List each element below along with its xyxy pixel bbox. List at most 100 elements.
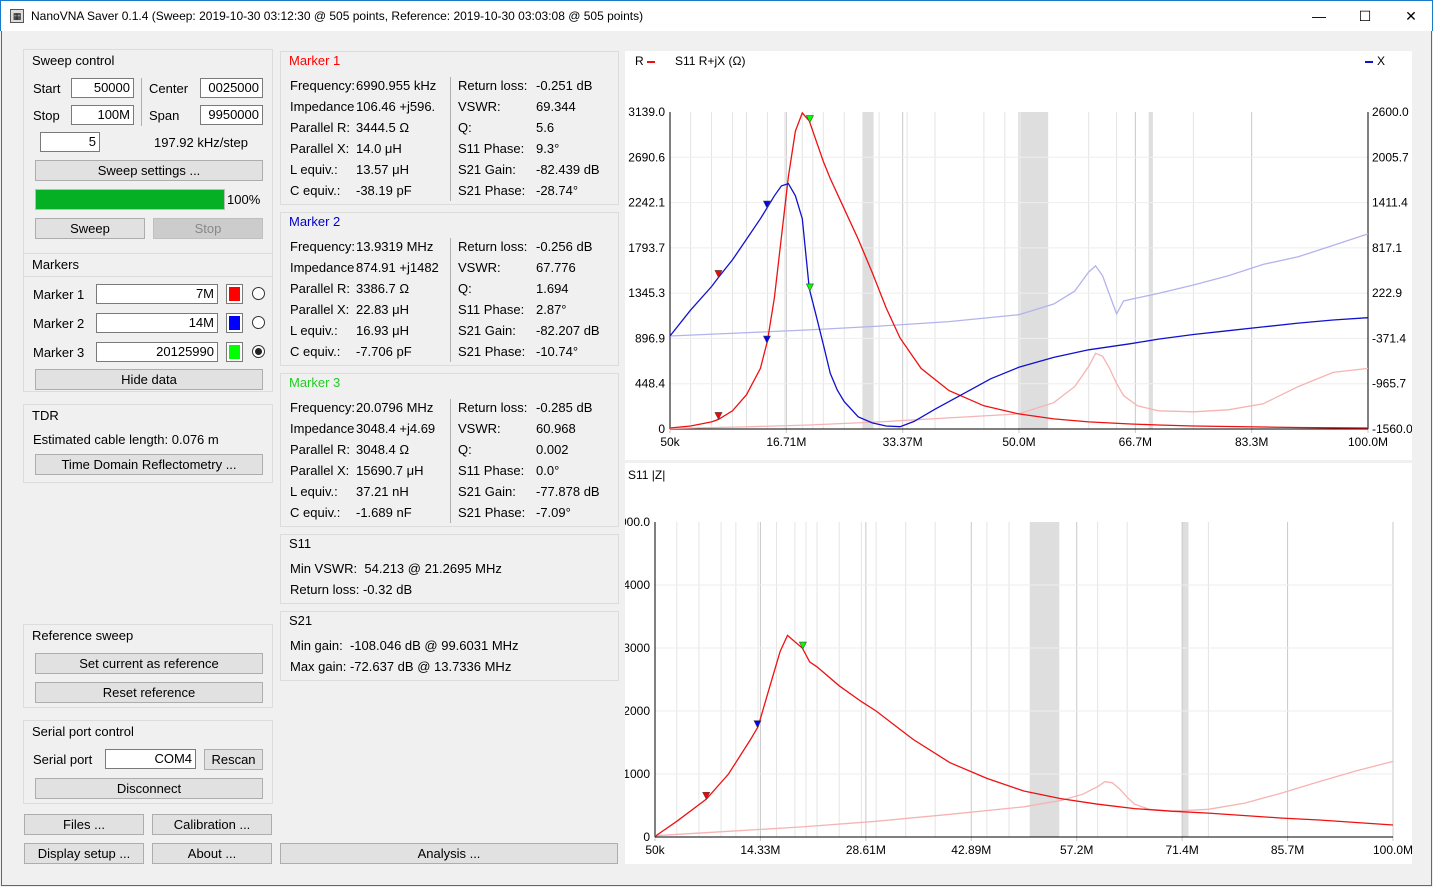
sweep-button[interactable]: Sweep (35, 218, 145, 239)
m2-s21-gain-value: -82.207 dB (536, 323, 600, 338)
y-tick-label: 0 (643, 830, 650, 844)
center-input[interactable]: 0025000 (200, 78, 263, 98)
series-x (669, 182, 1369, 428)
marker-2-triangle-icon (753, 720, 762, 729)
m2-c-equiv-value: -7.706 pF (356, 344, 412, 359)
m3-s21-gain-label: S21 Gain: (458, 484, 516, 499)
serial-port-input[interactable]: COM4 (105, 749, 196, 769)
app-icon: ▦ (10, 9, 24, 23)
marker-3-radio[interactable] (252, 345, 265, 358)
s21-min-gain: Min gain: -108.046 dB @ 99.6031 MHz (290, 638, 519, 653)
s11-return-loss: Return loss: -0.32 dB (290, 582, 413, 597)
sweep-progress-text: 100% (227, 192, 261, 207)
calibration-button[interactable]: Calibration ... (152, 814, 272, 835)
m1-impedance-value: 106.46 +j596. (356, 99, 436, 114)
rescan-button[interactable]: Rescan (204, 749, 263, 770)
y-tick-label: 2242.1 (628, 196, 665, 210)
y-tick-label: 2690.6 (628, 150, 665, 164)
series-r (669, 111, 1369, 429)
s11-summary-panel: S11 Min VSWR: 54.213 @ 21.2695 MHz Retur… (280, 534, 619, 604)
y-tick-label: 896.9 (635, 331, 665, 345)
disconnect-button[interactable]: Disconnect (35, 778, 263, 799)
frequency-band (1020, 112, 1049, 429)
marker-3-color-button[interactable] (226, 342, 243, 362)
m2-vswr-label: VSWR: (458, 260, 501, 275)
x-tick-label: 83.3M (1235, 435, 1268, 449)
analysis-button[interactable]: Analysis ... (280, 843, 618, 864)
marker-3-label: Marker 3 (33, 345, 85, 360)
display-setup-button[interactable]: Display setup ... (24, 843, 144, 864)
chart-2-title: S11 |Z| (628, 468, 665, 482)
marker-2-input[interactable]: 14M (96, 313, 218, 333)
marker-1-color-button[interactable] (226, 284, 243, 304)
m1-s21-phase-value: -28.74° (536, 183, 579, 198)
marker-2-divider (450, 238, 451, 362)
m3-impedance-value: 3048.4 +j4.69 (356, 421, 436, 436)
m1-parallel-x-value: 14.0 μH (356, 141, 402, 156)
x-tick-label: 50k (645, 843, 665, 857)
hide-data-button[interactable]: Hide data (35, 369, 263, 390)
marker-2-color-button[interactable] (226, 313, 243, 333)
segments-input[interactable]: 5 (40, 132, 100, 152)
m2-parallel-r-value: 3386.7 Ω (356, 281, 410, 296)
x-tick-label: 66.7M (1119, 435, 1152, 449)
stop-button[interactable]: Stop (153, 218, 263, 239)
marker-1-label: Marker 1 (33, 287, 85, 302)
x-tick-label: 100.0M (1373, 843, 1412, 857)
about-button[interactable]: About ... (152, 843, 272, 864)
s21-max-gain: Max gain: -72.637 dB @ 13.7336 MHz (290, 659, 512, 674)
s11-rjx-chart-svg: R S11 R+jX (Ω) X 50k 16.71M 33.37M 50.0M 66.7M 8… (628, 54, 1412, 449)
y-right-tick-label: 817.1 (1372, 241, 1402, 255)
s11-rjx-chart[interactable]: R S11 R+jX (Ω) X 50k 16.71M 33.37M 50.0M 66.7M 8… (625, 51, 1412, 460)
sweep-settings-button[interactable]: Sweep settings ... (35, 160, 263, 181)
y-right-tick-label: -371.4 (1372, 331, 1406, 345)
m1-q-value: 5.6 (536, 120, 555, 135)
window-titlebar[interactable]: ▦ NanoVNA Saver 0.1.4 (Sweep: 2019-10-30… (0, 0, 1433, 31)
marker-3-triangle-icon (805, 115, 814, 124)
m1-c-equiv-value: -38.19 pF (356, 183, 412, 198)
m3-s21-phase-value: -7.09° (536, 505, 571, 520)
reset-reference-button[interactable]: Reset reference (35, 682, 263, 703)
m2-l-equiv-value: 16.93 μH (356, 323, 410, 338)
tdr-button[interactable]: Time Domain Reflectometry ... (35, 454, 263, 475)
span-input[interactable]: 9950000 (200, 105, 263, 125)
m1-s11-phase-label: S11 Phase: (458, 141, 525, 156)
markers-title: Markers (32, 257, 79, 272)
maximize-icon[interactable]: ☐ (1358, 8, 1372, 24)
set-reference-button[interactable]: Set current as reference (35, 653, 263, 674)
s11-z-chart[interactable]: S11 |Z| 50k 14.33M 28.61M 42.89M 57.2M 71.4M 85… (625, 463, 1412, 864)
minimize-icon[interactable]: — (1312, 8, 1326, 24)
marker-1-triangle-icon (702, 791, 711, 800)
stop-input[interactable]: 100M (71, 105, 134, 125)
x-tick-label: 50.0M (1002, 435, 1035, 449)
m3-parallel-x-value: 15690.7 μH (356, 463, 424, 478)
sweep-control-group: Sweep control Start 50000 Center 0025000… (23, 49, 273, 277)
marker-1-radio[interactable] (252, 287, 265, 300)
frequency-band (1029, 522, 1060, 837)
y-right-tick-label: 222.9 (1372, 286, 1402, 300)
marker-3-input[interactable]: 20125990 (96, 342, 218, 362)
m3-c-equiv-label: C equiv.: (290, 505, 341, 520)
x-tick-label: 42.89M (951, 843, 991, 857)
markers-group: Markers Marker 1 7M Marker 2 14M Marker … (23, 253, 273, 392)
sweep-progress-bar (35, 189, 225, 210)
m1-s21-gain-value: -82.439 dB (536, 162, 600, 177)
marker-1-input[interactable]: 7M (96, 284, 218, 304)
legend-x-label: X (1377, 54, 1385, 68)
y-tick-label: 2000 (625, 704, 650, 718)
files-button[interactable]: Files ... (24, 814, 144, 835)
x-tick-label: 33.37M (883, 435, 923, 449)
marker-2-radio[interactable] (252, 316, 265, 329)
frequency-band (862, 112, 874, 429)
y-right-tick-label: -965.7 (1372, 377, 1406, 391)
close-icon[interactable]: ✕ (1405, 8, 1417, 24)
series--z-reference- (654, 760, 1394, 837)
start-input[interactable]: 50000 (71, 78, 134, 98)
m2-s11-phase-value: 2.87° (536, 302, 567, 317)
x-tick-label: 14.33M (740, 843, 780, 857)
series-r-reference- (669, 352, 1369, 430)
marker-2-color-swatch (229, 316, 240, 330)
marker-3-panel-title: Marker 3 (289, 375, 341, 390)
m1-frequency-value: 6990.955 kHz (356, 78, 437, 93)
marker-1-divider (450, 77, 451, 201)
